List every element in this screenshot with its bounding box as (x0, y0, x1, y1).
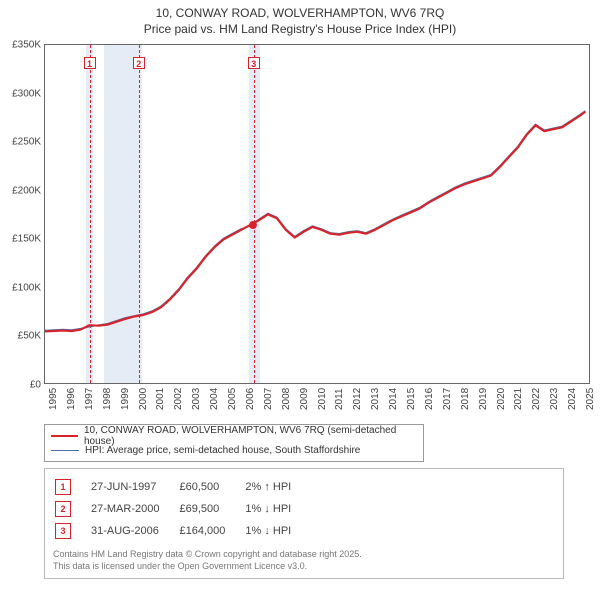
y-tick-label: £0 (1, 380, 41, 391)
event-date: 27-MAR-2000 (91, 499, 177, 519)
y-tick-label: £250K (1, 137, 41, 148)
x-tick-label: 2018 (460, 388, 471, 410)
x-tick-label: 1997 (84, 388, 95, 410)
chart-area: 123£0£50K£100K£150K£200K£250K£300K£350K1… (44, 44, 590, 384)
event-delta: 1% ↓ HPI (245, 521, 309, 541)
x-tick-label: 1998 (102, 388, 113, 410)
chart-title-2: Price paid vs. HM Land Registry's House … (0, 22, 600, 38)
x-tick-label: 1999 (120, 388, 131, 410)
attribution-2: This data is licensed under the Open Gov… (53, 561, 555, 573)
x-tick-label: 2024 (567, 388, 578, 410)
chart-title-1: 10, CONWAY ROAD, WOLVERHAMPTON, WV6 7RQ (0, 6, 600, 22)
x-tick-label: 2020 (496, 388, 507, 410)
events-table: 1 27-JUN-1997£60,5002% ↑ HPI 2 27-MAR-2000£… (53, 475, 311, 543)
x-tick-label: 2023 (549, 388, 560, 410)
event-badge: 3 (55, 523, 71, 539)
event-price: £60,500 (179, 477, 243, 497)
x-tick-label: 2013 (370, 388, 381, 410)
event-row: 2 27-MAR-2000£69,5001% ↓ HPI (55, 499, 309, 519)
event-date: 27-JUN-1997 (91, 477, 177, 497)
event-date: 31-AUG-2006 (91, 521, 177, 541)
chart-svg (45, 45, 589, 384)
y-tick-label: £350K (1, 40, 41, 51)
sale-dot (249, 221, 257, 229)
series-hpi (45, 111, 585, 331)
event-delta: 1% ↓ HPI (245, 499, 309, 519)
x-tick-label: 2016 (424, 388, 435, 410)
event-badge: 2 (55, 501, 71, 517)
x-tick-label: 2007 (263, 388, 274, 410)
x-tick-label: 2002 (173, 388, 184, 410)
legend-label: HPI: Average price, semi-detached house,… (85, 445, 360, 456)
x-tick-label: 2012 (352, 388, 363, 410)
x-tick-label: 1995 (48, 388, 59, 410)
x-tick-label: 1996 (66, 388, 77, 410)
x-tick-label: 2001 (155, 388, 166, 410)
x-tick-label: 2022 (531, 388, 542, 410)
x-tick-label: 2010 (317, 388, 328, 410)
x-tick-label: 2003 (191, 388, 202, 410)
event-row: 1 27-JUN-1997£60,5002% ↑ HPI (55, 477, 309, 497)
x-tick-label: 2005 (227, 388, 238, 410)
x-tick-label: 2025 (585, 388, 596, 410)
event-badge: 1 (55, 479, 71, 495)
y-tick-label: £150K (1, 234, 41, 245)
legend: 10, CONWAY ROAD, WOLVERHAMPTON, WV6 7RQ … (44, 424, 424, 462)
x-tick-label: 2011 (334, 388, 345, 410)
x-tick-label: 2017 (442, 388, 453, 410)
x-tick-label: 2006 (245, 388, 256, 410)
y-tick-label: £50K (1, 331, 41, 342)
event-price: £164,000 (179, 521, 243, 541)
x-tick-label: 2000 (138, 388, 149, 410)
y-tick-label: £300K (1, 88, 41, 99)
x-tick-label: 2021 (513, 388, 524, 410)
x-tick-label: 2019 (478, 388, 489, 410)
x-tick-label: 2004 (209, 388, 220, 410)
x-tick-label: 2014 (388, 388, 399, 410)
x-tick-label: 2015 (406, 388, 417, 410)
events-panel: 1 27-JUN-1997£60,5002% ↑ HPI 2 27-MAR-2000£… (44, 468, 564, 579)
attribution-1: Contains HM Land Registry data © Crown c… (53, 549, 555, 561)
y-tick-label: £100K (1, 282, 41, 293)
x-tick-label: 2008 (281, 388, 292, 410)
legend-swatch (51, 435, 78, 437)
x-tick-label: 2009 (299, 388, 310, 410)
legend-item: 10, CONWAY ROAD, WOLVERHAMPTON, WV6 7RQ … (51, 429, 417, 443)
event-price: £69,500 (179, 499, 243, 519)
event-delta: 2% ↑ HPI (245, 477, 309, 497)
series-property (45, 112, 585, 332)
y-tick-label: £200K (1, 185, 41, 196)
legend-swatch (51, 450, 79, 451)
event-row: 3 31-AUG-2006£164,0001% ↓ HPI (55, 521, 309, 541)
